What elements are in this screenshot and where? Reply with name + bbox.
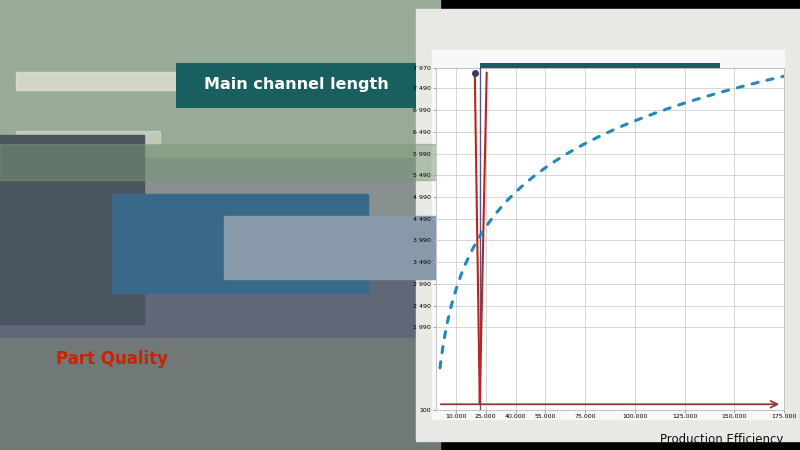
Text: Injection pressure: Injection pressure bbox=[518, 77, 682, 92]
Bar bbox=[0, 144, 440, 180]
FancyBboxPatch shape bbox=[176, 63, 416, 108]
Bar bbox=[224, 216, 448, 279]
Text: Production Efficiency: Production Efficiency bbox=[660, 433, 783, 446]
Bar bbox=[0, 0, 440, 158]
Bar bbox=[0, 248, 440, 338]
FancyBboxPatch shape bbox=[480, 63, 720, 108]
Bar bbox=[112, 194, 368, 292]
Text: Part Quality: Part Quality bbox=[56, 351, 168, 369]
Text: Main channel length: Main channel length bbox=[204, 77, 388, 92]
Bar bbox=[0, 158, 440, 248]
Bar bbox=[16, 72, 216, 90]
Bar bbox=[0, 338, 440, 450]
Bar bbox=[0, 135, 144, 324]
Bar bbox=[432, 50, 784, 418]
Bar bbox=[416, 9, 800, 441]
Bar bbox=[16, 130, 160, 144]
